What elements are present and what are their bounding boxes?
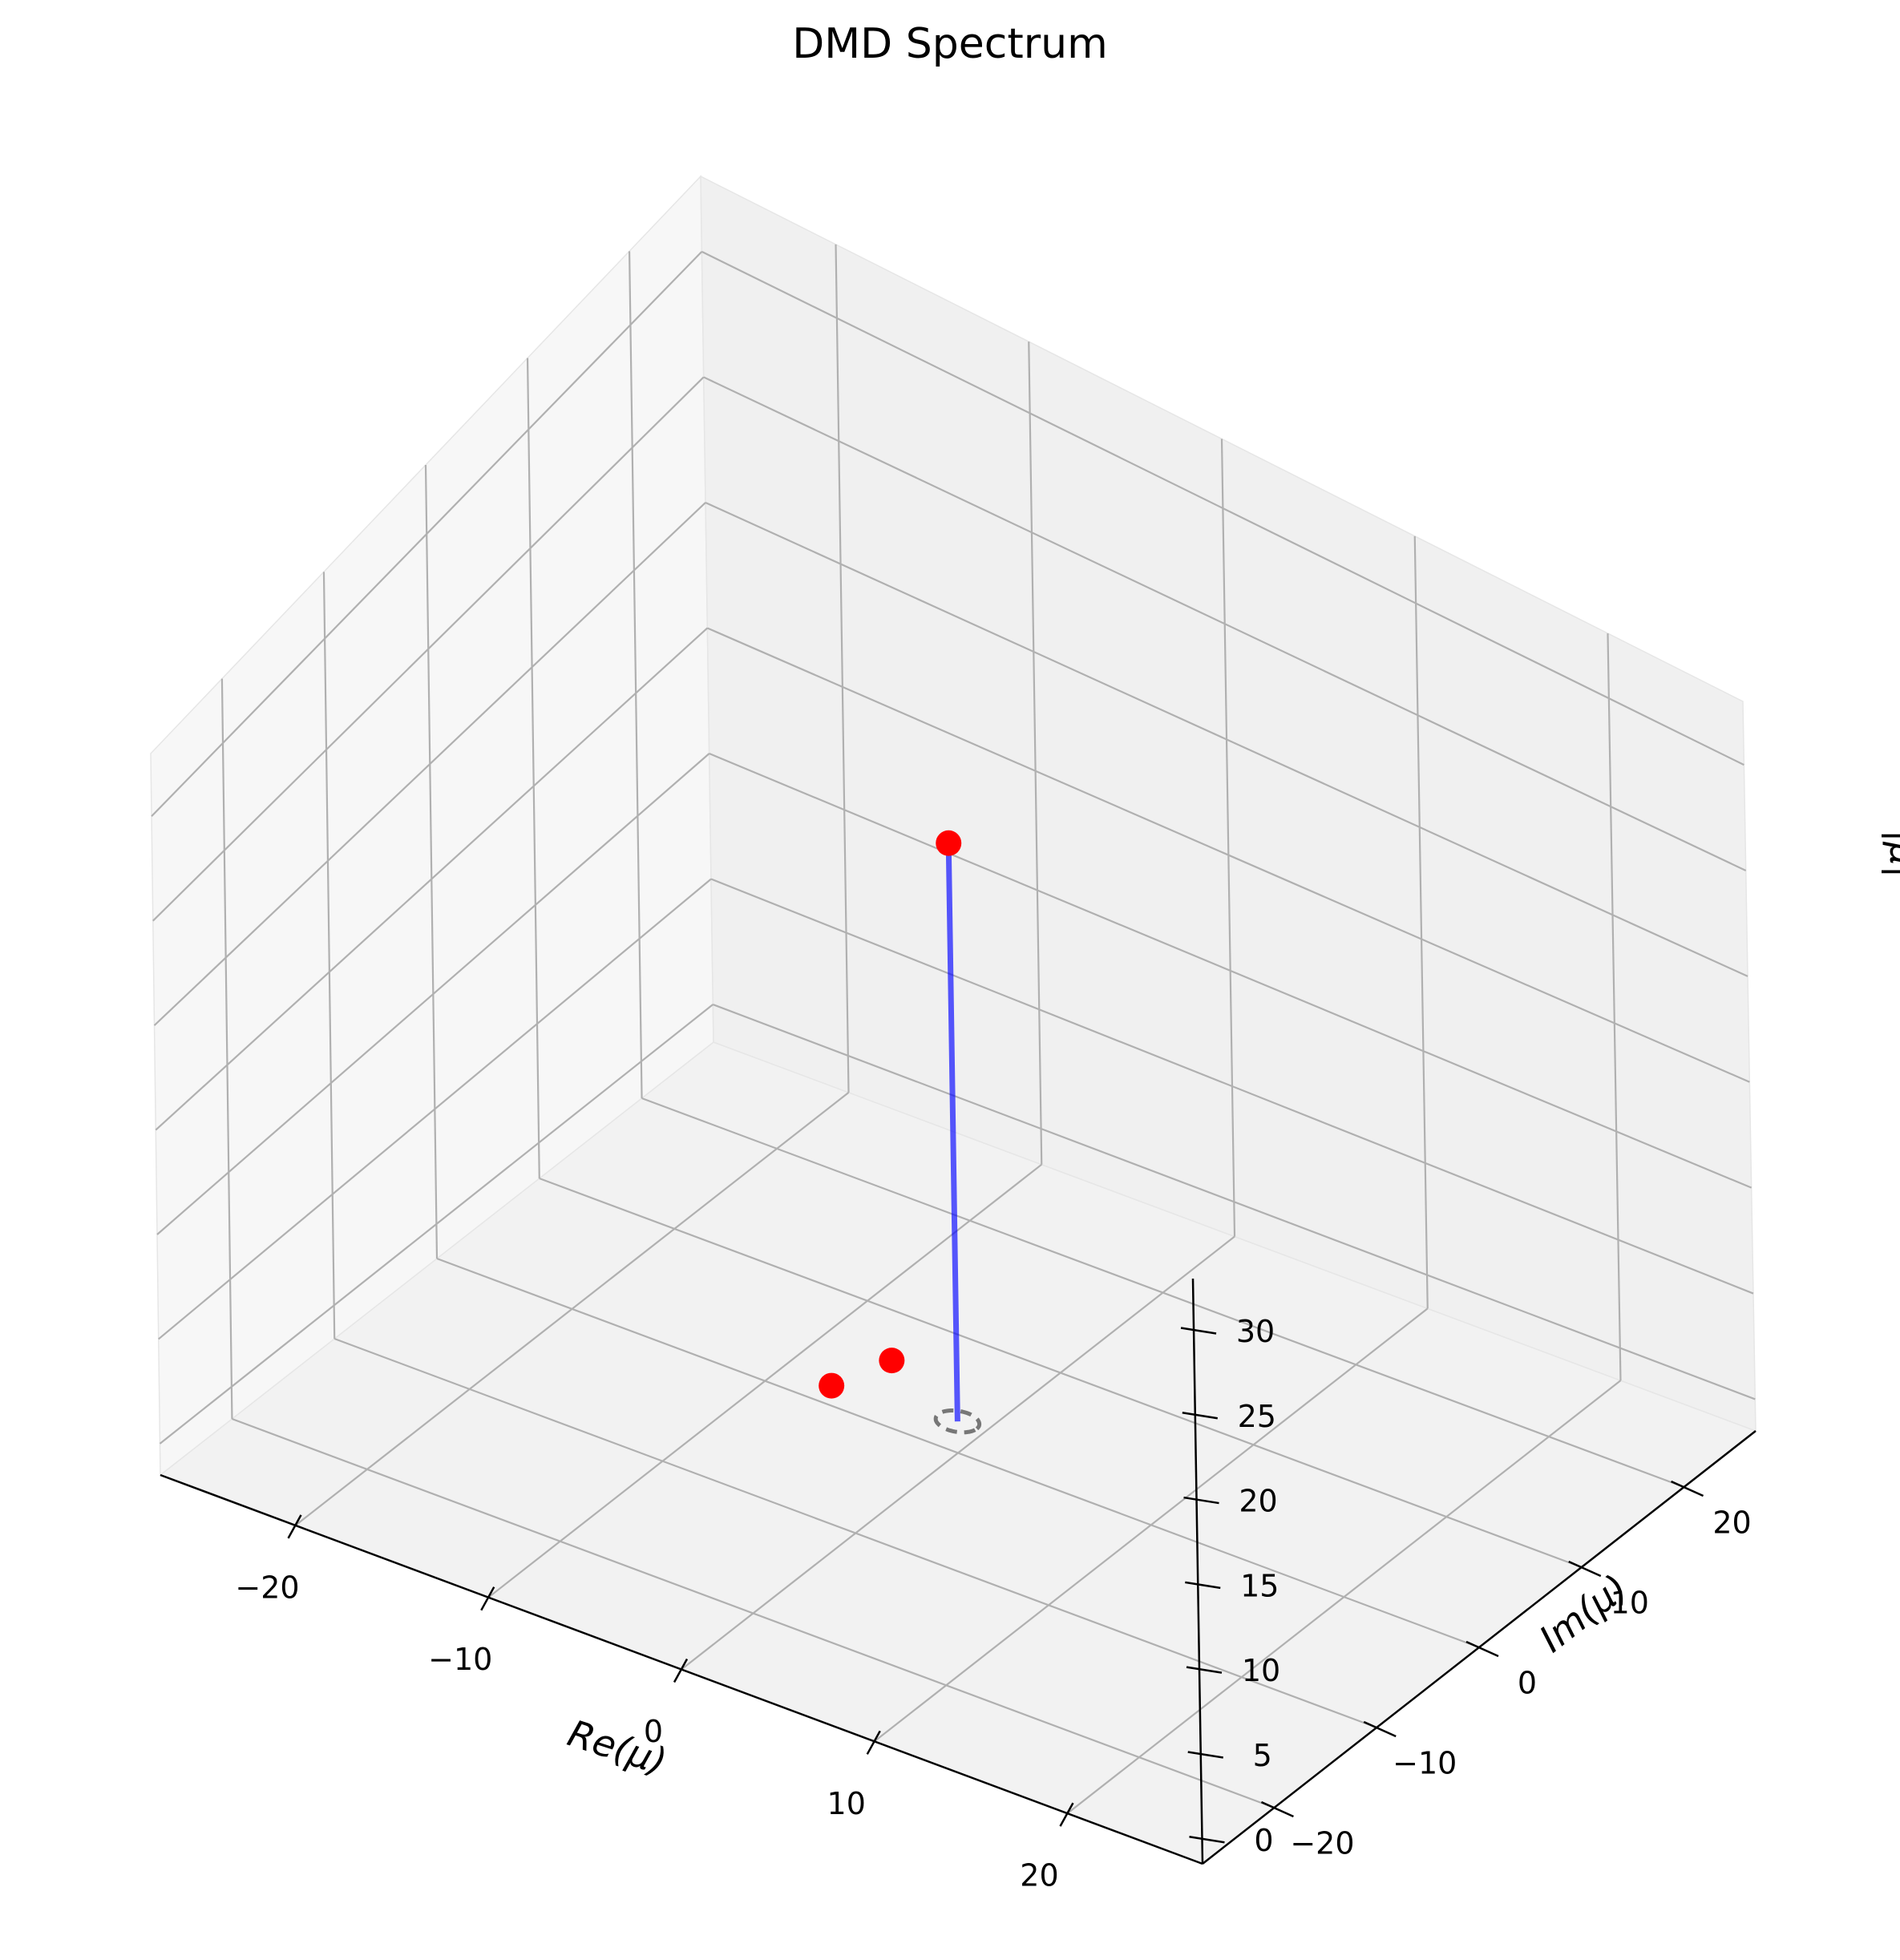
x-tick-mark: [480, 1586, 495, 1611]
gridline-y-leftwall: [322, 572, 336, 1340]
x-tick-label: −20: [235, 1570, 299, 1605]
chart-gridlines: [151, 244, 1756, 1814]
z-axis-line: [1191, 1278, 1204, 1865]
gridline-z-leftwall: [158, 878, 712, 1340]
z-tick-label: 20: [1239, 1484, 1277, 1519]
gridline-y-floor: [539, 1177, 1583, 1569]
chart-ticks: −20 −10 0 10 20 −20 −10 0 10 20 0 5 10 15 20 25 30: [235, 1314, 1751, 1893]
stem-line: [945, 843, 960, 1422]
z-tick-label: 0: [1254, 1823, 1273, 1858]
x-tick-label: 10: [827, 1786, 866, 1821]
eigenvalue-point: [819, 1372, 845, 1399]
gridline-z-leftwall: [152, 376, 705, 922]
gridline-z-leftwall: [155, 627, 709, 1131]
gridline-y-leftwall: [526, 358, 540, 1179]
gridline-z-leftwall: [159, 1004, 714, 1445]
z-axis-label: |μ|: [1881, 830, 1900, 878]
x-tick-label: 0: [644, 1714, 663, 1749]
chart-title: DMD Spectrum: [792, 20, 1107, 68]
gridline-y-leftwall: [424, 464, 439, 1259]
y-tick-mark: [1568, 1560, 1602, 1578]
gridline-z-backwall: [703, 376, 1747, 872]
y-tick-label: −10: [1393, 1746, 1457, 1781]
gridline-z-backwall: [712, 1004, 1756, 1400]
y-tick-mark: [1671, 1480, 1704, 1497]
gridline-x-backwall: [1413, 535, 1429, 1309]
gridline-y-leftwall: [628, 251, 643, 1099]
gridline-z-leftwall: [151, 251, 703, 818]
z-tick-mark: [1182, 1412, 1218, 1420]
y-tick-mark: [1260, 1800, 1294, 1818]
z-tick-mark: [1187, 1751, 1223, 1759]
y-tick-label: 20: [1712, 1505, 1751, 1541]
x-tick-label: 20: [1020, 1858, 1058, 1893]
gridline-x-backwall: [1220, 438, 1236, 1237]
y-tick-mark: [1465, 1640, 1499, 1658]
y-tick-label: 10: [1611, 1586, 1649, 1621]
gridline-x-backwall: [1607, 633, 1622, 1381]
gridline-z-leftwall: [153, 502, 706, 1026]
z-tick-label: 5: [1253, 1738, 1272, 1773]
z-tick-label: 30: [1236, 1314, 1275, 1349]
z-tick-label: 10: [1242, 1653, 1280, 1688]
z-tick-mark: [1186, 1666, 1223, 1674]
gridline-z-leftwall: [156, 753, 710, 1235]
gridline-y-floor: [436, 1257, 1480, 1649]
gridline-z-backwall: [706, 627, 1750, 1083]
x-tick-mark: [287, 1514, 302, 1539]
y-tick-mark: [1363, 1720, 1397, 1738]
eigenvalue-point: [879, 1348, 905, 1374]
gridline-x-backwall: [1028, 341, 1043, 1165]
gridline-z-backwall: [710, 878, 1754, 1295]
z-tick-mark: [1183, 1496, 1219, 1505]
gridline-z-backwall: [701, 250, 1744, 766]
gridline-y-floor: [232, 1417, 1275, 1809]
chart-marks: [819, 830, 982, 1435]
x-tick-mark: [866, 1730, 881, 1755]
eigenvalue-point: [936, 830, 962, 856]
gridline-y-leftwall: [220, 678, 233, 1420]
gridline-y-floor: [641, 1097, 1684, 1489]
z-tick-mark: [1189, 1836, 1225, 1844]
z-tick-mark: [1180, 1327, 1217, 1335]
z-tick-label: 15: [1240, 1568, 1279, 1603]
gridline-y-floor: [334, 1337, 1377, 1729]
x-tick-mark: [673, 1658, 689, 1683]
gridline-z-backwall: [709, 752, 1752, 1189]
x-tick-mark: [1059, 1802, 1074, 1827]
y-tick-label: 0: [1518, 1666, 1537, 1701]
y-tick-label: −20: [1290, 1826, 1354, 1861]
z-tick-label: 25: [1238, 1399, 1276, 1434]
gridline-x-backwall: [835, 244, 850, 1093]
z-tick-mark: [1185, 1581, 1221, 1590]
x-tick-label: −10: [428, 1642, 492, 1677]
gridline-z-backwall: [705, 501, 1748, 977]
